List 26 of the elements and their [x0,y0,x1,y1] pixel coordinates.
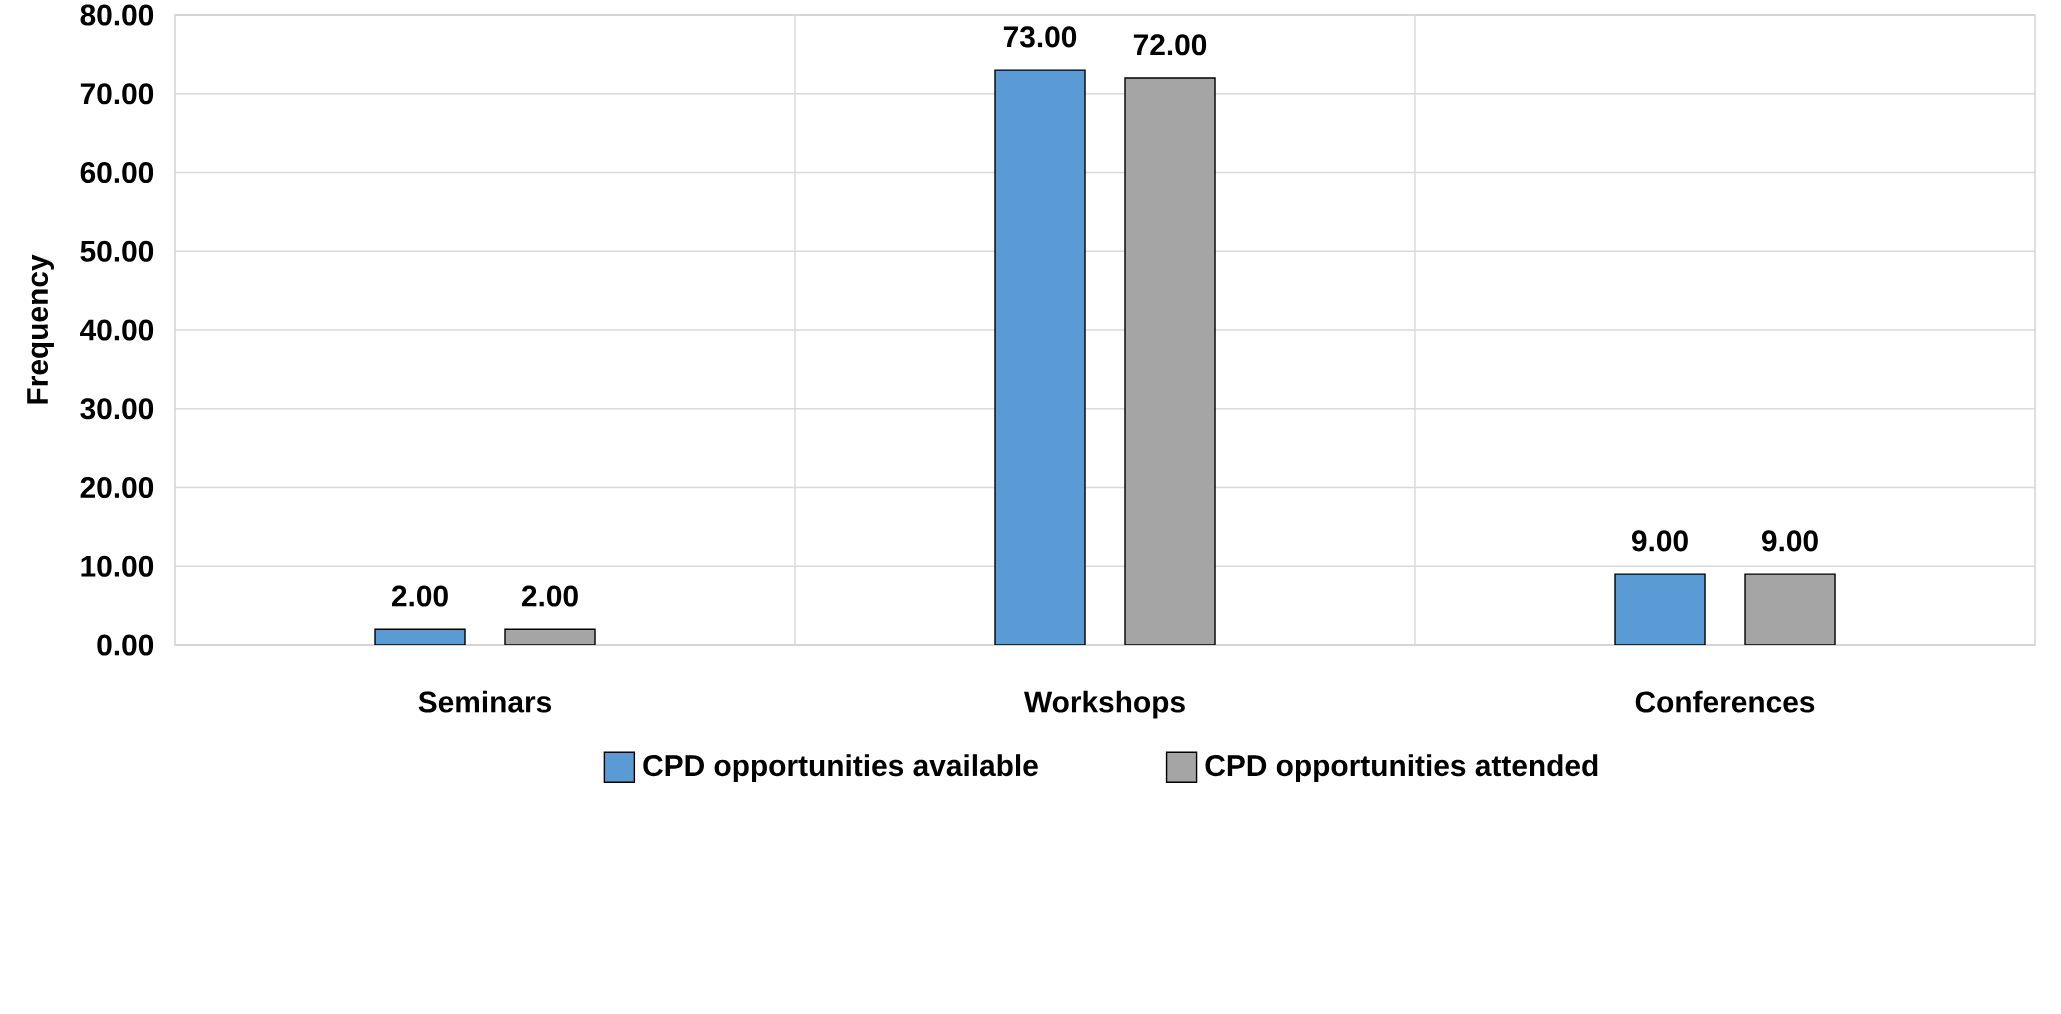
y-tick-label: 30.00 [80,398,154,420]
data-label: 73.00 [1003,26,1077,48]
data-label: 9.00 [1631,530,1688,552]
legend-label: CPD opportunities attended [1205,754,1598,783]
x-tick-label: Seminars [418,690,552,713]
bar [1124,77,1216,645]
bar [1614,573,1706,645]
x-tick-label: Conferences [1635,690,1815,713]
y-tick-label: 20.00 [80,476,154,499]
data-label: 2.00 [521,585,578,607]
y-tick-label: 80.00 [80,4,154,26]
data-label: 9.00 [1761,530,1818,552]
bar [1744,573,1836,645]
y-tick-label: 50.00 [80,240,154,262]
y-tick-label: 10.00 [81,555,154,577]
y-axis-title: Frequency [27,254,54,404]
bar [994,69,1086,645]
x-tick-label: Workshops [1024,690,1185,719]
y-tick-label: 40.00 [80,319,154,341]
legend-label: CPD opportunities available [643,754,1038,783]
y-tick-label: 70.00 [80,83,154,105]
data-label: 2.00 [391,585,448,607]
data-label: 72.00 [1133,34,1207,56]
bar [374,628,466,645]
y-tick-label: 0.00 [97,634,154,656]
y-tick-label: 60.00 [80,161,154,184]
